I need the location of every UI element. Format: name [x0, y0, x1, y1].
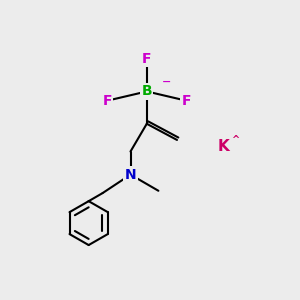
Text: F: F — [182, 94, 191, 108]
Text: N: N — [125, 168, 136, 182]
Text: B: B — [142, 84, 152, 98]
Text: F: F — [142, 52, 152, 66]
Text: ^: ^ — [231, 135, 239, 145]
Text: −: − — [162, 77, 171, 87]
Text: F: F — [103, 94, 112, 108]
Text: K: K — [218, 140, 230, 154]
